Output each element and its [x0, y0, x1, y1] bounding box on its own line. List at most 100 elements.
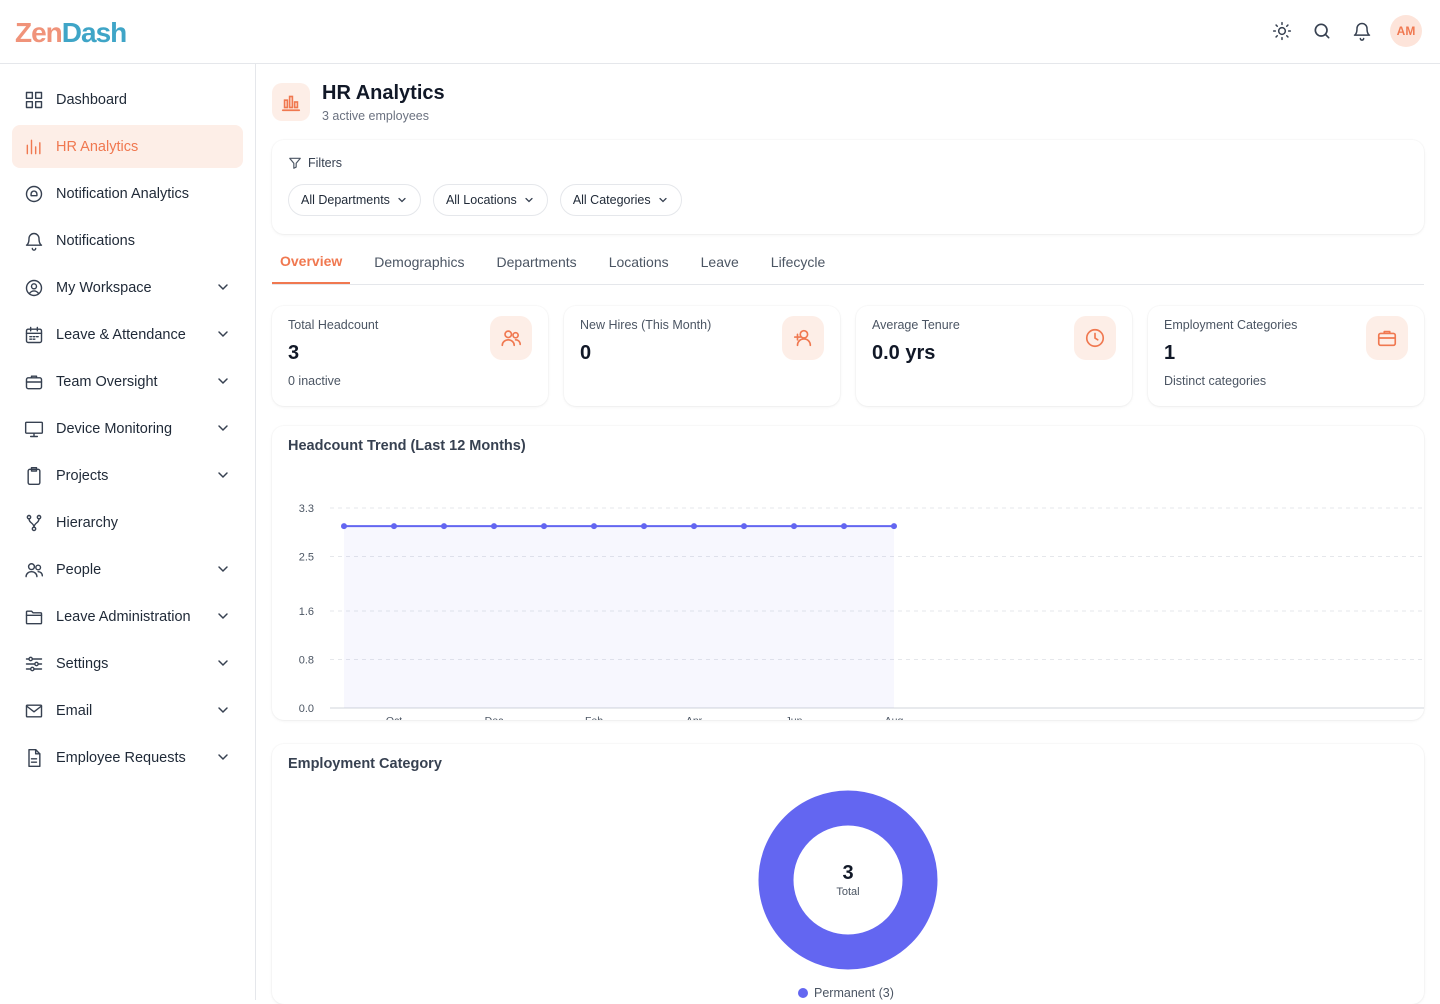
tab-leave[interactable]: Leave — [700, 254, 739, 270]
data-point[interactable] — [891, 523, 897, 530]
stat-card-headcount: Total Headcount 3 0 inactive — [272, 306, 548, 406]
chevron-down-icon[interactable] — [215, 279, 231, 295]
chevron-down-icon[interactable] — [215, 420, 231, 436]
donut-total-value: 3 — [842, 861, 854, 884]
sidebar-item-device-monitoring[interactable]: Device Monitoring — [12, 407, 243, 450]
sidebar-item-hierarchy[interactable]: Hierarchy — [12, 501, 243, 544]
sidebar-item-projects[interactable]: Projects — [12, 454, 243, 497]
stat-label: Total Headcount — [288, 318, 379, 332]
sidebar-item-employee-requests[interactable]: Employee Requests — [12, 736, 243, 779]
briefcase-icon — [1366, 316, 1408, 360]
data-point[interactable] — [491, 523, 497, 530]
sidebar-item-notifications[interactable]: Notifications — [12, 219, 243, 262]
donut-center: 3 Total — [758, 790, 938, 970]
donut-slice[interactable] — [758, 790, 938, 970]
data-point[interactable] — [541, 523, 547, 530]
trend-title: Headcount Trend (Last 12 Months) — [288, 438, 526, 454]
sidebar-item-my-workspace[interactable]: My Workspace — [12, 266, 243, 309]
sidebar-item-team-oversight[interactable]: Team Oversight — [12, 360, 243, 403]
data-point[interactable] — [841, 523, 847, 530]
data-point[interactable] — [591, 523, 597, 530]
data-point[interactable] — [791, 523, 797, 530]
chevron-down-icon — [525, 197, 533, 203]
stat-card-new-hires: New Hires (This Month) 0 — [564, 306, 840, 406]
sidebar-item-leave-administration[interactable]: Leave Administration — [12, 595, 243, 638]
x-tick-label: Dec — [485, 715, 504, 720]
sidebar: Dashboard HR Analytics Notification Analyt… — [0, 64, 256, 1000]
chevron-down-icon[interactable] — [215, 749, 231, 765]
users-icon — [490, 316, 532, 360]
sidebar-item-label: People — [56, 561, 102, 578]
user-circle-icon — [24, 278, 44, 298]
tab-locations[interactable]: Locations — [608, 254, 669, 270]
chevron-down-icon[interactable] — [215, 655, 231, 671]
sidebar-item-email[interactable]: Email — [12, 689, 243, 732]
y-tick-label: 0.8 — [299, 655, 314, 667]
sidebar-item-settings[interactable]: Settings — [12, 642, 243, 685]
chevron-down-icon[interactable] — [215, 608, 231, 624]
monitor-icon — [24, 419, 44, 439]
page-title: HR Analytics — [322, 82, 445, 104]
sidebar-item-label: My Workspace — [56, 279, 152, 296]
main-content: HR Analytics 3 active employees Filters … — [256, 64, 1440, 1004]
bell-icon[interactable] — [1350, 19, 1374, 43]
sidebar-item-label: Leave & Attendance — [56, 326, 186, 343]
tab-lifecycle[interactable]: Lifecycle — [770, 254, 826, 270]
sidebar-item-label: Notification Analytics — [56, 185, 189, 202]
data-point[interactable] — [641, 523, 647, 530]
x-tick-label: Feb — [585, 715, 603, 720]
sidebar-item-label: Leave Administration — [56, 608, 191, 625]
sidebar-item-people[interactable]: People — [12, 548, 243, 591]
notification-analytics-icon — [24, 184, 44, 204]
chevron-down-icon[interactable] — [215, 373, 231, 389]
x-tick-label: Aug — [885, 715, 904, 720]
chevron-down-icon[interactable] — [215, 467, 231, 483]
data-point[interactable] — [441, 523, 447, 530]
folder-icon — [24, 607, 44, 627]
document-icon — [24, 748, 44, 768]
tab-overview[interactable]: Overview — [272, 240, 351, 284]
theme-toggle-icon[interactable] — [1270, 19, 1294, 43]
legend-dot — [798, 988, 808, 998]
app-logo[interactable]: ZenDash — [15, 17, 127, 49]
employment-category-card: Employment Category 3 Total Permanent (3… — [272, 744, 1424, 1004]
clock-icon — [1074, 316, 1116, 360]
chevron-down-icon[interactable] — [215, 326, 231, 342]
category-filter[interactable]: All Categories — [559, 184, 682, 216]
user-avatar[interactable]: AM — [1390, 15, 1422, 47]
stat-card-tenure: Average Tenure 0.0 yrs — [856, 306, 1132, 406]
people-icon — [24, 560, 44, 580]
location-filter[interactable]: All Locations — [432, 184, 548, 216]
sidebar-item-dashboard[interactable]: Dashboard — [12, 78, 243, 121]
x-tick-label: Oct — [386, 715, 402, 720]
page-subtitle: 3 active employees — [322, 109, 430, 123]
data-point[interactable] — [741, 523, 747, 530]
tab-demographics[interactable]: Demographics — [374, 254, 465, 270]
sidebar-item-leave-attendance[interactable]: Leave & Attendance — [12, 313, 243, 356]
department-filter[interactable]: All Departments — [288, 184, 421, 216]
tab-departments[interactable]: Departments — [496, 254, 577, 270]
sidebar-item-label: Hierarchy — [56, 514, 119, 531]
y-tick-label: 2.5 — [299, 551, 314, 563]
chevron-down-icon[interactable] — [215, 702, 231, 718]
department-filter-value: All Departments — [301, 193, 390, 207]
stat-value: 0 — [580, 342, 592, 364]
sidebar-item-label: Settings — [56, 655, 109, 672]
chevron-down-icon[interactable] — [215, 561, 231, 577]
sidebar-item-notification-analytics[interactable]: Notification Analytics — [12, 172, 243, 215]
data-point[interactable] — [691, 523, 697, 530]
chart-legend: Permanent (3) — [798, 986, 894, 1000]
stat-value: 1 — [1164, 342, 1176, 364]
search-icon[interactable] — [1310, 19, 1334, 43]
stat-value: 0.0 yrs — [872, 342, 936, 364]
sidebar-item-label: Projects — [56, 467, 109, 484]
sidebar-item-label: HR Analytics — [56, 138, 139, 155]
data-point[interactable] — [341, 523, 347, 530]
sidebar-item-hr-analytics[interactable]: HR Analytics — [12, 125, 243, 168]
x-tick-label: Apr — [686, 715, 703, 720]
data-point[interactable] — [391, 523, 397, 530]
headcount-trend-chart: 0.0 0.8 1.6 2.5 3.3 Oct Dec Feb Apr Jun Aug — [299, 503, 1424, 720]
bell-icon — [24, 231, 44, 251]
sidebar-item-label: Employee Requests — [56, 749, 186, 766]
y-tick-label: 1.6 — [299, 606, 314, 618]
